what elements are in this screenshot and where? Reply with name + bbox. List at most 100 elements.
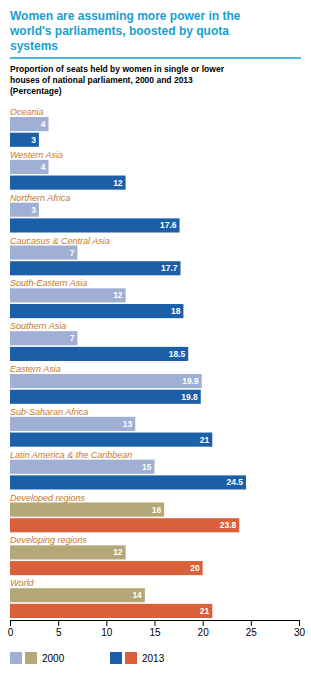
tick-mark: [299, 620, 300, 626]
bar: [10, 545, 126, 559]
bar: [10, 117, 49, 131]
legend-swatch: [125, 652, 137, 664]
data-label: 21: [200, 435, 210, 445]
tick-label: 10: [101, 627, 113, 638]
data-label: 21: [200, 606, 210, 616]
tick-mark: [10, 620, 11, 626]
bar: [10, 160, 49, 174]
bar: [10, 261, 181, 275]
data-label: 13: [123, 419, 133, 429]
legend-label: 2000: [42, 653, 65, 664]
tick-label: 30: [294, 627, 306, 638]
bar: [10, 475, 246, 489]
bar: [10, 518, 239, 532]
bar: [10, 460, 155, 474]
data-label: 16: [152, 505, 162, 515]
category-label: Northern Africa: [10, 193, 70, 203]
category-label: Eastern Asia: [10, 364, 61, 374]
data-label: 23.8: [220, 520, 237, 530]
title-rule: [10, 57, 301, 59]
tick-label: 25: [246, 627, 258, 638]
data-label: 3: [31, 135, 36, 145]
tick: 15: [149, 620, 161, 638]
subtitle-line: Proportion of seats held by women in sin…: [10, 64, 225, 74]
tick-label: 0: [8, 627, 14, 638]
bar: [10, 390, 201, 404]
tick-mark: [106, 620, 107, 626]
data-label: 12: [113, 290, 123, 300]
bar: [10, 288, 126, 302]
tick: 10: [101, 620, 113, 638]
data-label: 18: [171, 306, 181, 316]
data-label: 4: [41, 119, 46, 129]
subtitle-line: (Percentage): [10, 86, 62, 96]
tick-mark: [58, 620, 59, 626]
tick: 30: [294, 620, 306, 638]
bar: [10, 304, 183, 318]
data-label: 7: [70, 248, 75, 258]
category-label: Developed regions: [10, 493, 86, 503]
subtitle-line: houses of national parliament, 2000 and …: [10, 75, 193, 85]
legend: 2000 2013: [10, 652, 165, 664]
data-label: 7: [70, 333, 75, 343]
category-label: South-Eastern Asia: [10, 278, 87, 288]
x-axis: 0 5 10 15 20 25 30: [8, 620, 306, 638]
bar: [10, 176, 126, 190]
bar: [10, 347, 188, 361]
tick-label: 15: [149, 627, 161, 638]
data-label: 19.8: [181, 392, 198, 402]
title-line: systems: [10, 39, 58, 53]
legend-label: 2013: [142, 653, 165, 664]
data-label: 17.7: [161, 263, 178, 273]
category-label: Caucasus & Central Asia: [10, 236, 110, 246]
axis-line: [11, 621, 300, 627]
data-label: 15: [142, 462, 152, 472]
title-line: world's parliaments, boosted by quota: [9, 24, 229, 38]
bar: [10, 417, 135, 431]
data-label: 3: [31, 205, 36, 215]
bar: [10, 203, 39, 217]
tick-label: 5: [56, 627, 62, 638]
category-label: Latin America & the Caribbean: [10, 450, 132, 460]
data-label: 14: [132, 590, 142, 600]
legend-swatch: [10, 652, 22, 664]
bar: [10, 218, 180, 232]
tick: 25: [246, 620, 258, 638]
tick-label: 20: [198, 627, 210, 638]
bar: [10, 331, 77, 345]
data-label: 12: [113, 178, 123, 188]
bar: [10, 604, 212, 618]
bar: [10, 503, 164, 517]
title-line: Women are assuming more power in the: [10, 9, 241, 23]
data-label: 20: [190, 563, 200, 573]
subtitle: Proportion of seats held by women in sin…: [10, 64, 225, 96]
data-label: 12: [113, 547, 123, 557]
bar: [10, 588, 145, 602]
legend-swatch: [25, 652, 37, 664]
data-label: 19.9: [182, 376, 199, 386]
category-label: Sub-Saharan Africa: [10, 407, 88, 417]
data-label: 18.5: [169, 349, 186, 359]
tick: 20: [198, 620, 210, 638]
data-label: 4: [41, 162, 46, 172]
bar: [10, 246, 77, 260]
bar: [10, 133, 39, 147]
category-label: Developing regions: [10, 535, 88, 545]
labels: Oceania43Western Asia412Northern Africa3…: [10, 107, 243, 616]
data-label: 24.5: [226, 477, 243, 487]
data-label: 17.6: [160, 220, 177, 230]
chart: Women are assuming more power in theworl…: [0, 0, 311, 682]
bar: [10, 374, 202, 388]
bars: [10, 117, 246, 618]
category-label: World: [10, 578, 34, 588]
bar: [10, 561, 203, 575]
tick-mark: [203, 620, 204, 626]
bar: [10, 433, 212, 447]
tick: 5: [56, 620, 62, 638]
tick-mark: [251, 620, 252, 626]
category-label: Oceania: [10, 107, 44, 117]
legend-swatch: [110, 652, 122, 664]
title: Women are assuming more power in theworl…: [9, 9, 241, 53]
category-label: Western Asia: [10, 150, 63, 160]
tick-mark: [155, 620, 156, 626]
